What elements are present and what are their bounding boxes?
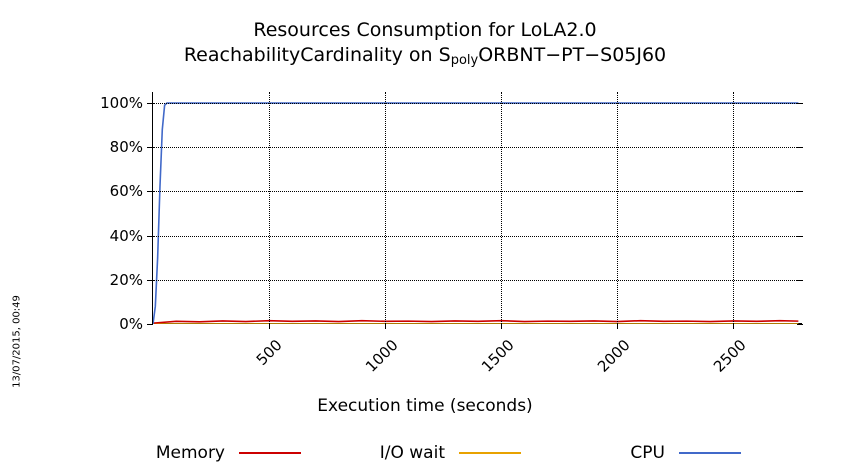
legend-label: I/O wait bbox=[379, 443, 445, 463]
y-tick-mark bbox=[147, 191, 153, 193]
y-tick-mark-right bbox=[797, 324, 803, 325]
legend-swatch-icon bbox=[679, 452, 741, 454]
legend-swatch-icon bbox=[459, 452, 521, 454]
y-gridline bbox=[153, 147, 803, 149]
chart-legend: Memory I/O wait CPU bbox=[0, 440, 850, 466]
chart-title: Resources Consumption for LoLA2.0 Reachab… bbox=[0, 18, 850, 73]
y-gridline bbox=[153, 103, 803, 105]
y-tick-label: 60% bbox=[109, 182, 143, 201]
x-axis-title: Execution time (seconds) bbox=[317, 396, 533, 416]
y-tick-mark-right bbox=[797, 103, 803, 105]
legend-label: CPU bbox=[630, 443, 665, 463]
y-gridline bbox=[153, 279, 803, 281]
y-tick-mark-right bbox=[797, 191, 803, 193]
y-tick-mark bbox=[147, 147, 153, 149]
y-gridline bbox=[153, 235, 803, 237]
x-gridline bbox=[385, 92, 387, 324]
legend-entry-i-o-wait[interactable]: I/O wait bbox=[315, 443, 535, 463]
legend-label: Memory bbox=[155, 443, 225, 463]
y-gridline bbox=[153, 191, 803, 193]
x-gridline bbox=[501, 92, 503, 324]
y-tick-label: 20% bbox=[109, 270, 143, 289]
timestamp-label: 13/07/2015, 00:49 bbox=[11, 295, 23, 388]
series-line-cpu bbox=[153, 102, 799, 324]
x-tick-mark bbox=[733, 323, 735, 329]
legend-entry-cpu[interactable]: CPU bbox=[535, 443, 755, 463]
series-line-memory bbox=[153, 319, 799, 324]
legend-swatch-icon bbox=[239, 452, 301, 454]
x-tick-mark bbox=[617, 323, 619, 329]
y-tick-mark-right bbox=[797, 147, 803, 149]
y-tick-label: 100% bbox=[100, 94, 143, 113]
chart-title-line1: Resources Consumption for LoLA2.0 bbox=[253, 19, 597, 41]
y-tick-label: 80% bbox=[109, 138, 143, 157]
y-tick-mark bbox=[147, 279, 153, 281]
x-gridline bbox=[269, 92, 271, 324]
x-gridline bbox=[733, 92, 735, 324]
y-tick-label: 0% bbox=[119, 315, 143, 333]
y-tick-label: 40% bbox=[109, 226, 143, 245]
plot-area: 0% 20% 40% 60% 80% 100% 500 1000 1500 2000 2500 bbox=[100, 92, 803, 376]
x-tick-mark bbox=[269, 323, 271, 329]
y-tick-mark-right bbox=[797, 279, 803, 281]
x-gridline bbox=[617, 92, 619, 324]
chart-title-line2-pre: ReachabilityCardinality on S bbox=[183, 44, 451, 66]
x-tick-mark bbox=[385, 323, 387, 329]
chart-title-line2-subscript: poly bbox=[450, 53, 479, 68]
y-tick-mark bbox=[147, 324, 153, 325]
series-lines bbox=[153, 102, 799, 324]
x-tick-mark bbox=[501, 323, 503, 329]
chart-title-line2-post: ORBNT−PT−S05J60 bbox=[478, 44, 667, 66]
y-tick-mark bbox=[147, 235, 153, 237]
y-tick-mark bbox=[147, 103, 153, 105]
legend-entry-memory[interactable]: Memory bbox=[95, 443, 315, 463]
y-tick-mark-right bbox=[797, 235, 803, 237]
